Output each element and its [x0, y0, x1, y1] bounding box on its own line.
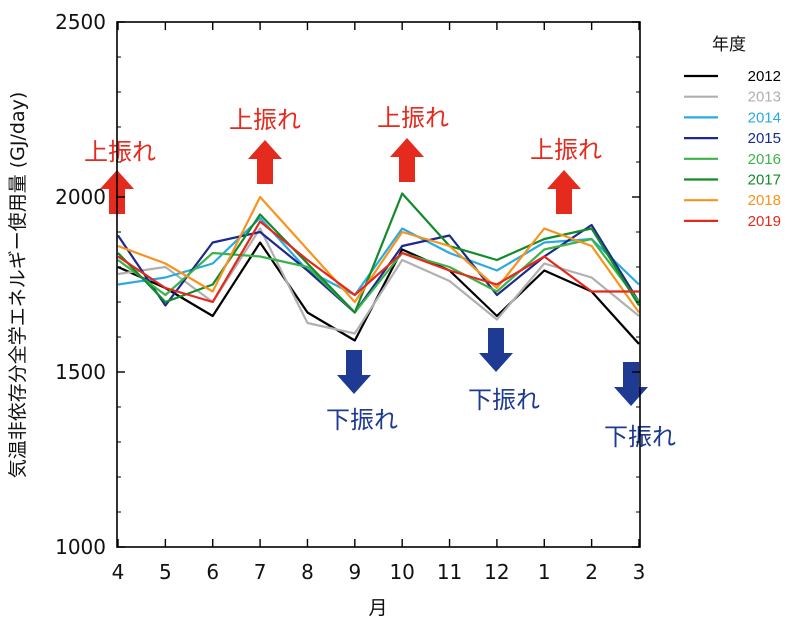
- x-tick-label: 10: [389, 560, 414, 584]
- series-line-2014: [117, 216, 640, 297]
- x-tick-label: 11: [437, 560, 462, 584]
- y-axis-label: 気温非依存分全学エネルギー使用量 (GJ/day): [7, 92, 29, 479]
- annotation-label-up: 上振れ: [377, 104, 449, 132]
- x-tick-label: 8: [301, 560, 314, 584]
- legend-label-2018: 2018: [748, 192, 781, 209]
- y-tick-label: 2500: [55, 10, 106, 34]
- annotation-label-up: 上振れ: [530, 136, 602, 164]
- annotation-label-down: 下振れ: [468, 386, 540, 414]
- x-tick-label: 1: [538, 560, 551, 584]
- series-line-2018: [117, 195, 640, 314]
- annotation-label-up: 上振れ: [84, 138, 156, 166]
- x-tick-label: 5: [159, 560, 172, 584]
- x-tick-label: 9: [348, 560, 361, 584]
- legend-title: 年度: [712, 35, 746, 55]
- x-tick-label: 2: [585, 560, 598, 584]
- legend: 年度 2012 2013 2014 2015 2016 2017 2018 2019: [684, 35, 781, 230]
- series-line-2015: [117, 223, 640, 314]
- up-arrow-icon: [248, 140, 282, 184]
- series-line-2012: [117, 241, 640, 345]
- legend-label-2016: 2016: [748, 151, 781, 168]
- legend-label-2013: 2013: [748, 89, 781, 106]
- series-line-2019: [117, 220, 639, 304]
- down-arrow-icon: [337, 350, 371, 394]
- down-arrow-icon: [614, 362, 648, 406]
- series-layer: [117, 192, 640, 345]
- legend-label-2014: 2014: [748, 109, 781, 126]
- plot-frame: [116, 21, 641, 548]
- down-arrow-icon: [479, 328, 513, 372]
- x-tick-label: 7: [254, 560, 267, 584]
- annotation-label-down: 下振れ: [326, 406, 398, 434]
- series-line-2013: [117, 227, 640, 335]
- annotation-label-up: 上振れ: [229, 106, 301, 134]
- x-axis-label: 月: [368, 597, 387, 619]
- legend-label-2012: 2012: [748, 68, 781, 85]
- up-arrow-icon: [390, 138, 424, 182]
- x-tick-label: 6: [206, 560, 219, 584]
- y-tick-label: 1000: [55, 535, 106, 559]
- y-tick-label: 1500: [55, 360, 106, 384]
- legend-label-2015: 2015: [748, 130, 781, 147]
- up-arrow-icon: [547, 170, 581, 214]
- legend-label-2019: 2019: [748, 213, 781, 230]
- series-line-2016: [117, 237, 640, 314]
- x-tick-label: 3: [633, 560, 646, 584]
- legend-label-2017: 2017: [748, 172, 781, 189]
- y-tick-label: 2000: [55, 185, 106, 209]
- x-tick-label: 12: [484, 560, 509, 584]
- x-tick-label: 4: [112, 560, 125, 584]
